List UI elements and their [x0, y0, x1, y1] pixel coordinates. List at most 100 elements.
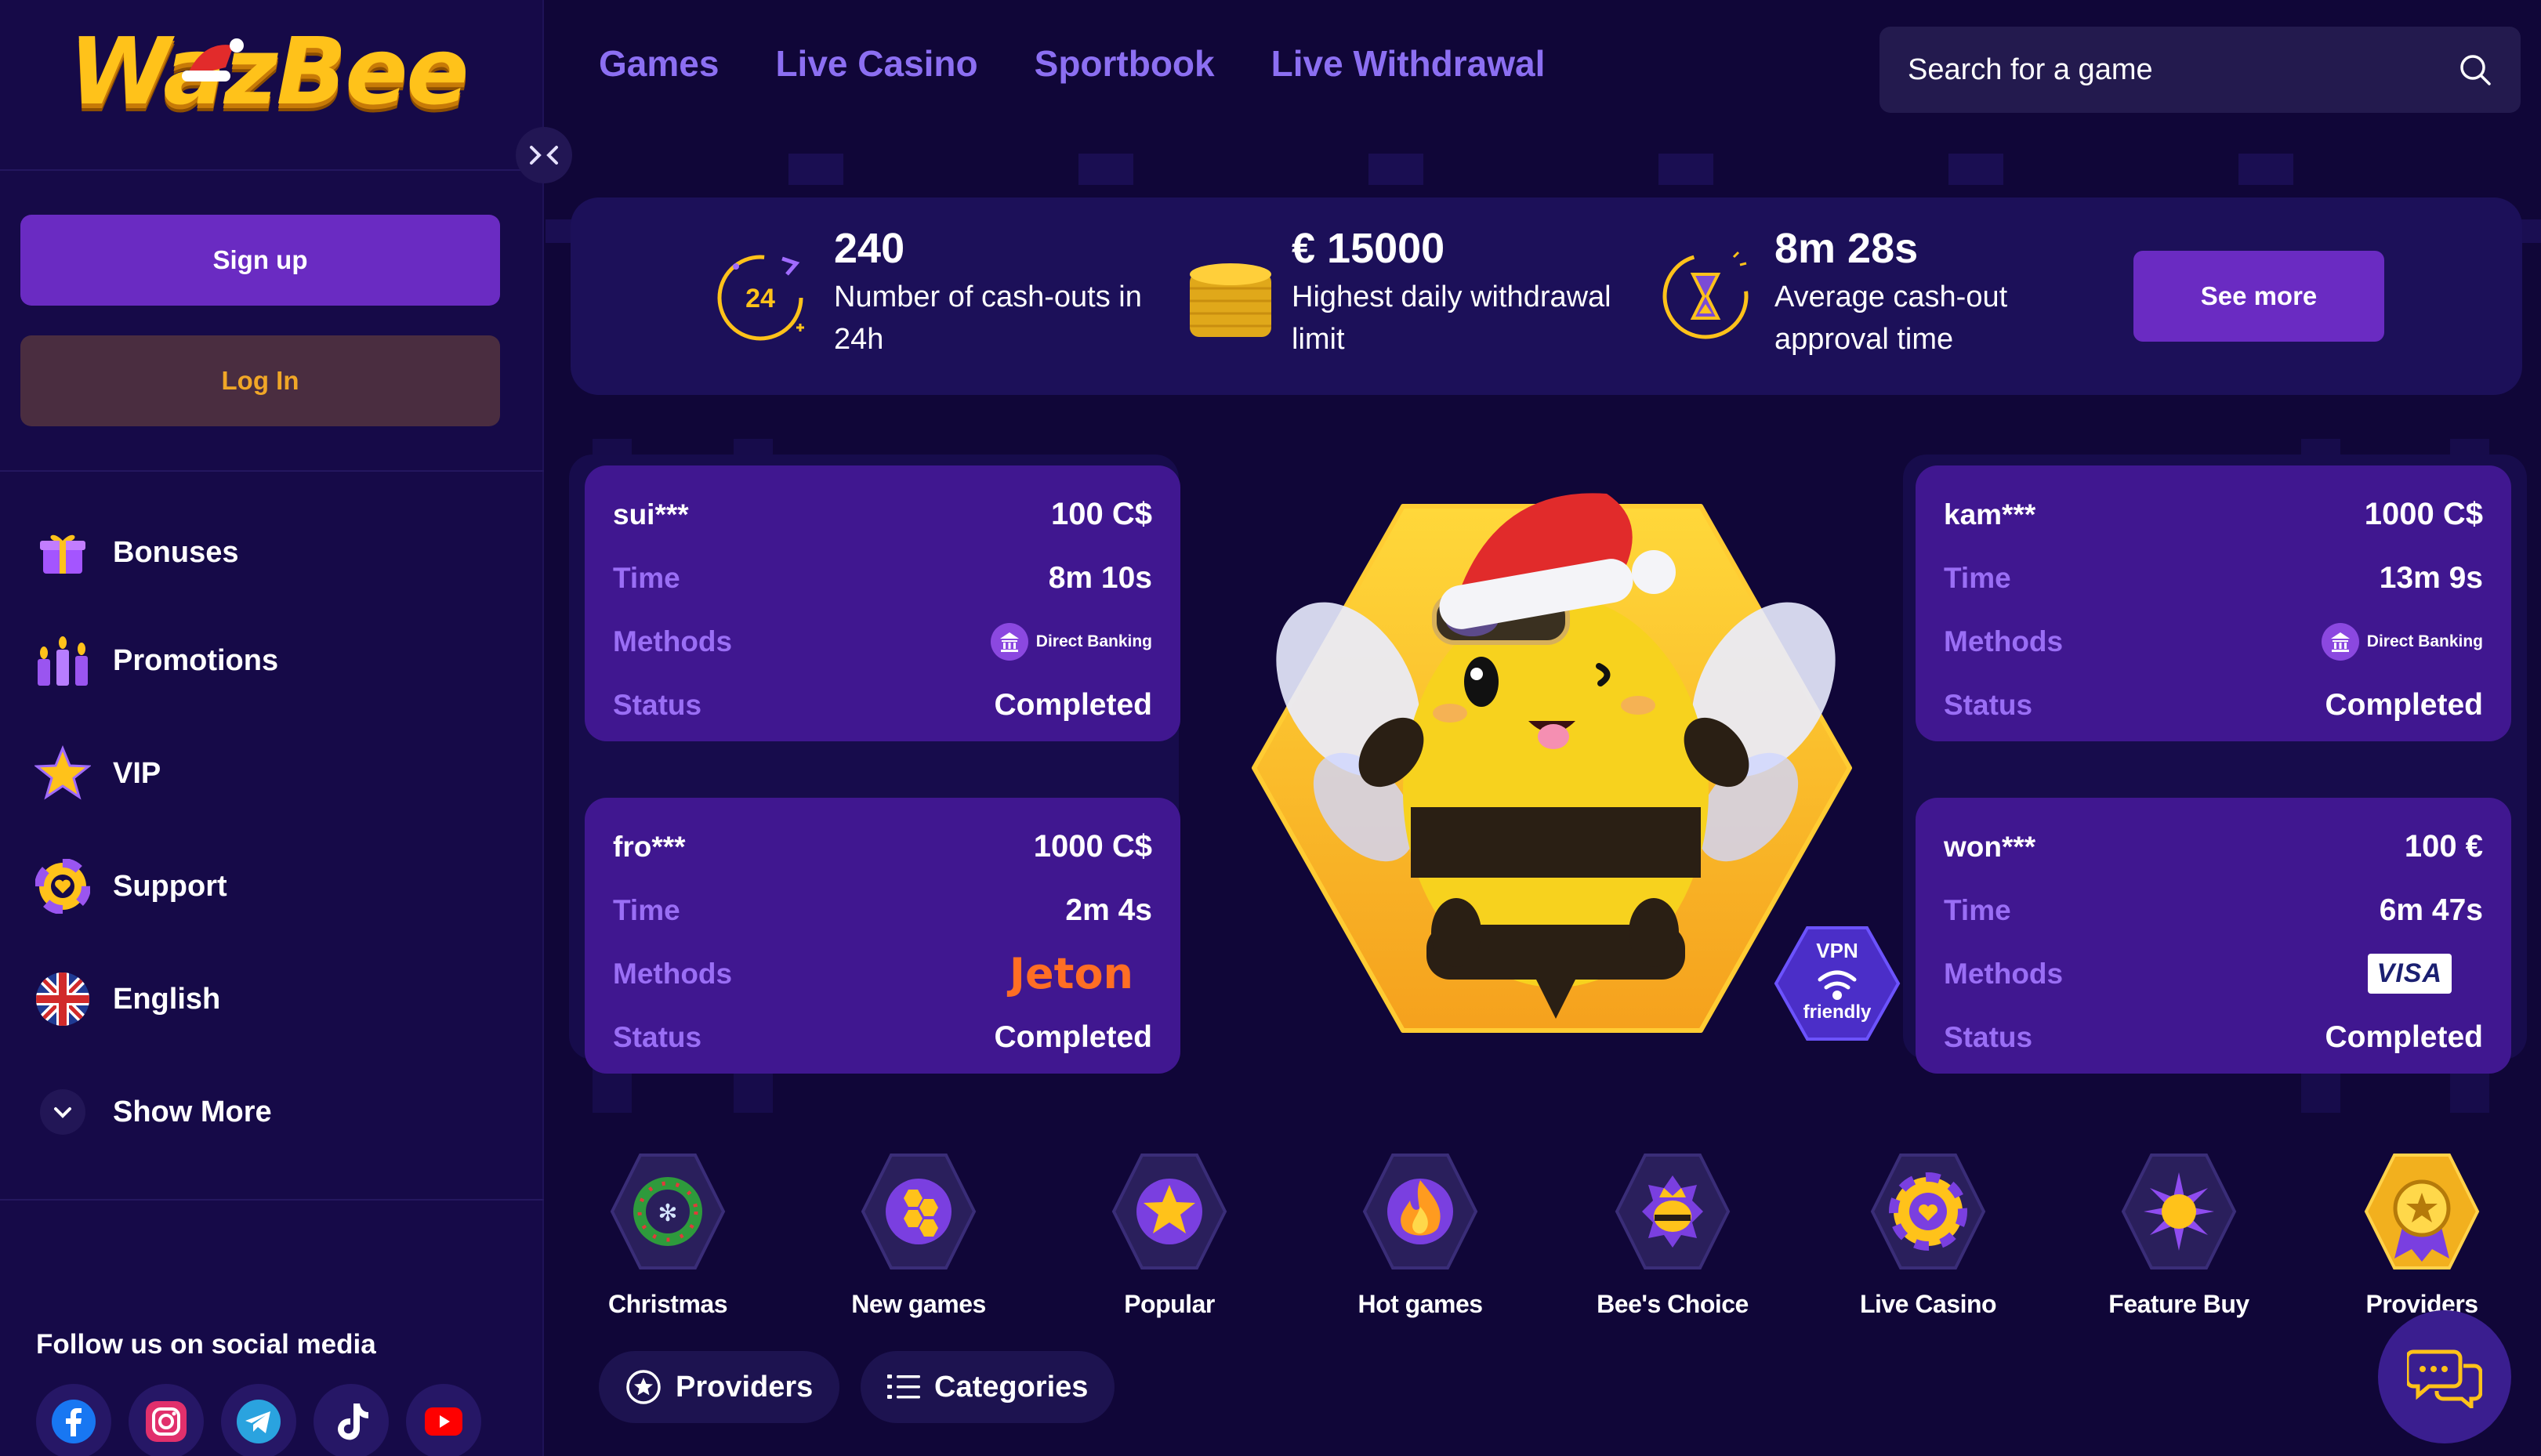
card-user: kam***	[1944, 498, 2036, 531]
telegram-icon[interactable]	[221, 1384, 296, 1456]
vpn-friendly-badge: VPN friendly	[1773, 925, 1901, 1042]
card-amount: 1000 C$	[1033, 829, 1152, 864]
brand-logo[interactable]: WazBee	[69, 17, 477, 125]
svg-text:24: 24	[745, 284, 775, 313]
live-chat-button[interactable]	[2378, 1310, 2511, 1443]
lifebuoy-heart-icon	[31, 855, 94, 918]
card-time-label: Time	[1944, 893, 2011, 926]
card-user: fro***	[613, 830, 686, 863]
sidebar-divider	[0, 1199, 544, 1201]
category-label: Live Casino	[1859, 1290, 1997, 1318]
star-icon	[31, 742, 94, 805]
collapse-sidebar-button[interactable]	[516, 127, 572, 183]
sidebar-item-label: Show More	[113, 1095, 272, 1128]
card-amount: 100 €	[2404, 829, 2483, 864]
stat-cashouts: 24 240 Number of cash-outs in 24h	[709, 221, 1147, 360]
login-button[interactable]: Log In	[20, 335, 500, 426]
search-icon[interactable]	[2458, 53, 2492, 87]
sidebar: WazBee Sign up Log In Bonuses	[0, 0, 544, 1456]
stat-value: 8m 28s	[1774, 225, 1919, 272]
sidebar-item-label: Support	[113, 869, 227, 903]
category-providers[interactable]: Providers	[2336, 1149, 2508, 1329]
category-label: Hot games	[1357, 1290, 1483, 1318]
gift-icon	[31, 521, 94, 584]
see-more-button[interactable]: See more	[2133, 251, 2384, 342]
sparkle-orb-icon	[2121, 1154, 2237, 1269]
card-methods-label: Methods	[613, 625, 733, 657]
pill-label: Providers	[676, 1370, 814, 1403]
instagram-icon[interactable]	[129, 1384, 204, 1456]
category-christmas[interactable]: ✻ Christmas	[574, 1149, 762, 1329]
sidebar-item-language[interactable]: English	[31, 964, 502, 1034]
sidebar-item-show-more[interactable]: Show More	[31, 1077, 502, 1147]
withdrawal-card: won*** 100 € Time 6m 47s Methods VISA St…	[1916, 798, 2511, 1074]
visa-logo: VISA	[2367, 954, 2452, 994]
providers-button[interactable]: Providers	[599, 1351, 840, 1423]
card-status-label: Status	[613, 1020, 702, 1053]
search-box	[1879, 27, 2521, 113]
category-hot-games[interactable]: Hot games	[1326, 1149, 1514, 1329]
flame-icon	[1362, 1154, 1478, 1269]
jeton-logo: Jeton	[1009, 949, 1133, 998]
sidebar-item-bonuses[interactable]: Bonuses	[31, 517, 502, 588]
card-status: Completed	[994, 1020, 1152, 1054]
stat-approval-time: 8m 28s Average cash-out approval time	[1655, 221, 2088, 360]
category-live-casino[interactable]: Live Casino	[1834, 1149, 2022, 1329]
uk-flag-icon	[31, 968, 94, 1030]
card-amount: 100 C$	[1051, 497, 1152, 531]
honeycomb-icon	[861, 1154, 977, 1269]
stat-desc: Average cash-out approval time	[1774, 281, 2008, 356]
category-feature-buy[interactable]: Feature Buy	[2085, 1149, 2273, 1329]
nav-live-casino[interactable]: Live Casino	[775, 43, 978, 84]
star-circle-icon	[626, 1370, 661, 1404]
card-time-label: Time	[613, 893, 680, 926]
svg-text:✻: ✻	[658, 1201, 677, 1226]
sidebar-item-support[interactable]: Support	[31, 851, 502, 922]
collapse-arrows-icon	[530, 146, 558, 165]
candles-icon	[31, 629, 94, 692]
stat-value: € 15000	[1292, 225, 1445, 272]
card-status: Completed	[994, 687, 1152, 722]
card-status: Completed	[2325, 1020, 2483, 1054]
card-status-label: Status	[613, 688, 702, 721]
sidebar-item-label: Promotions	[113, 643, 279, 677]
card-methods-label: Methods	[1944, 625, 2064, 657]
category-popular[interactable]: Popular	[1075, 1149, 1263, 1329]
category-new-games[interactable]: New games	[825, 1149, 1013, 1329]
direct-banking-logo: Direct Banking	[990, 622, 1152, 661]
facebook-icon[interactable]	[36, 1384, 111, 1456]
stat-desc: Highest daily withdrawal limit	[1292, 281, 1611, 356]
vpn-sublabel: friendly	[1803, 1001, 1872, 1023]
withdrawal-card: kam*** 1000 C$ Time 13m 9s Methods Direc…	[1916, 465, 2511, 741]
nav-live-withdrawal[interactable]: Live Withdrawal	[1270, 43, 1546, 84]
clock-24-icon: 24	[717, 255, 804, 341]
card-amount: 1000 C$	[2364, 497, 2483, 531]
sidebar-item-vip[interactable]: VIP	[31, 738, 502, 809]
card-methods-label: Methods	[613, 957, 733, 990]
list-icon	[887, 1375, 920, 1399]
method-name: Direct Banking	[1035, 632, 1152, 650]
categories-button[interactable]: Categories	[861, 1351, 1115, 1423]
tiktok-icon[interactable]	[314, 1384, 389, 1456]
bee-mascot-hexagon	[1252, 493, 1852, 1033]
card-status-label: Status	[1944, 1020, 2033, 1053]
sidebar-item-label: English	[113, 982, 221, 1016]
nav-games[interactable]: Games	[599, 43, 720, 84]
chat-icon	[2407, 1349, 2482, 1408]
search-input[interactable]	[1908, 53, 2458, 87]
method-name: Direct Banking	[2366, 632, 2483, 650]
nav-sportbook[interactable]: Sportbook	[1034, 43, 1215, 84]
card-time-label: Time	[1944, 561, 2011, 594]
casino-chip-icon	[1870, 1154, 1986, 1269]
category-bees-choice[interactable]: Bee's Choice	[1579, 1149, 1767, 1329]
withdrawal-card: fro*** 1000 C$ Time 2m 4s Methods Jeton …	[585, 798, 1180, 1074]
top-navigation: Games Live Casino Sportbook Live Withdra…	[599, 42, 1545, 85]
bank-icon	[2321, 622, 2359, 661]
signup-button[interactable]: Sign up	[20, 215, 500, 306]
pill-label: Categories	[934, 1370, 1089, 1403]
santa-hat-icon	[182, 38, 244, 81]
star-icon	[1111, 1154, 1227, 1269]
youtube-icon[interactable]	[406, 1384, 481, 1456]
stat-desc: Number of cash-outs in 24h	[834, 281, 1142, 356]
sidebar-item-promotions[interactable]: Promotions	[31, 625, 502, 696]
